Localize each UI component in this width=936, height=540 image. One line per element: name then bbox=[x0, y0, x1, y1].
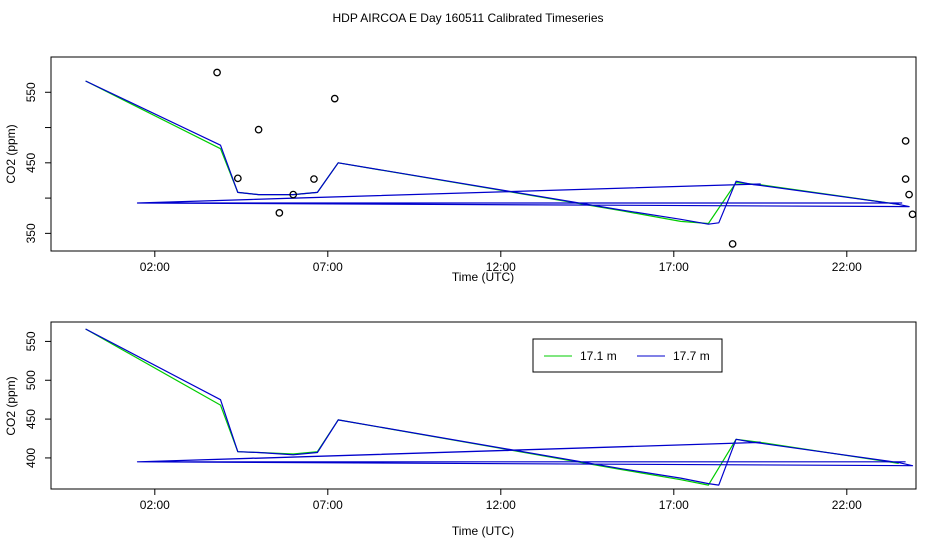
legend-label: 17.1 m bbox=[580, 349, 617, 363]
x-axis-label: Time (UTC) bbox=[452, 270, 514, 284]
data-point bbox=[254, 125, 263, 134]
legend-label: 17.7 m bbox=[673, 349, 710, 363]
x-tick-label: 22:00 bbox=[832, 498, 862, 512]
data-point bbox=[310, 175, 318, 183]
x-tick-label: 07:00 bbox=[313, 498, 343, 512]
x-tick-label: 02:00 bbox=[140, 260, 170, 274]
data-point bbox=[728, 240, 737, 248]
x-tick-label: 17:00 bbox=[659, 260, 689, 274]
legend: 17.1 m 17.7 m bbox=[532, 338, 723, 373]
series-group bbox=[85, 80, 910, 225]
x-axis: 02:00 07:00 12:00 17:00 22:00 bbox=[140, 489, 862, 512]
y-axis: 350 450 550 bbox=[24, 82, 51, 243]
series-line-2 bbox=[85, 328, 914, 486]
y-tick-label: 450 bbox=[24, 152, 38, 172]
series-line-2 bbox=[85, 80, 910, 225]
marker-group bbox=[213, 68, 917, 248]
y-axis: 400 450 500 550 bbox=[24, 331, 51, 468]
data-point bbox=[901, 137, 910, 145]
y-axis-label: CO2 (ppm) bbox=[4, 124, 18, 183]
plot-frame bbox=[50, 56, 917, 252]
data-point bbox=[275, 209, 284, 217]
x-tick-label: 07:00 bbox=[313, 260, 343, 274]
data-point bbox=[901, 175, 910, 183]
figure-title: HDP AIRCOA E Day 160511 Calibrated Times… bbox=[332, 11, 603, 25]
y-tick-label: 550 bbox=[24, 331, 38, 351]
data-point bbox=[233, 174, 242, 183]
series-line-1 bbox=[85, 80, 899, 225]
y-tick-label: 350 bbox=[24, 223, 38, 243]
x-axis-label: Time (UTC) bbox=[452, 524, 514, 538]
data-point bbox=[289, 190, 298, 199]
bottom-panel: 02:00 07:00 12:00 17:00 22:00 400 450 500 550 T… bbox=[4, 321, 917, 538]
y-tick-label: 450 bbox=[24, 409, 38, 429]
x-tick-label: 22:00 bbox=[832, 260, 862, 274]
y-tick-label: 550 bbox=[24, 82, 38, 102]
data-point bbox=[213, 68, 221, 77]
x-tick-label: 12:00 bbox=[486, 498, 516, 512]
x-tick-label: 12:00 bbox=[486, 260, 516, 274]
data-point bbox=[330, 94, 339, 103]
x-tick-label: 17:00 bbox=[659, 498, 689, 512]
y-tick-label: 500 bbox=[24, 370, 38, 390]
y-tick-label: 400 bbox=[24, 448, 38, 468]
y-axis-label: CO2 (ppm) bbox=[4, 376, 18, 435]
x-tick-label: 02:00 bbox=[140, 498, 170, 512]
data-point bbox=[908, 210, 917, 219]
plot-frame bbox=[50, 321, 917, 490]
top-panel: 02:00 07:00 12:00 17:00 22:00 350 450 550 Time… bbox=[4, 56, 917, 284]
data-point bbox=[905, 190, 913, 199]
x-axis: 02:00 07:00 12:00 17:00 22:00 bbox=[140, 251, 862, 274]
series-group bbox=[85, 328, 914, 486]
